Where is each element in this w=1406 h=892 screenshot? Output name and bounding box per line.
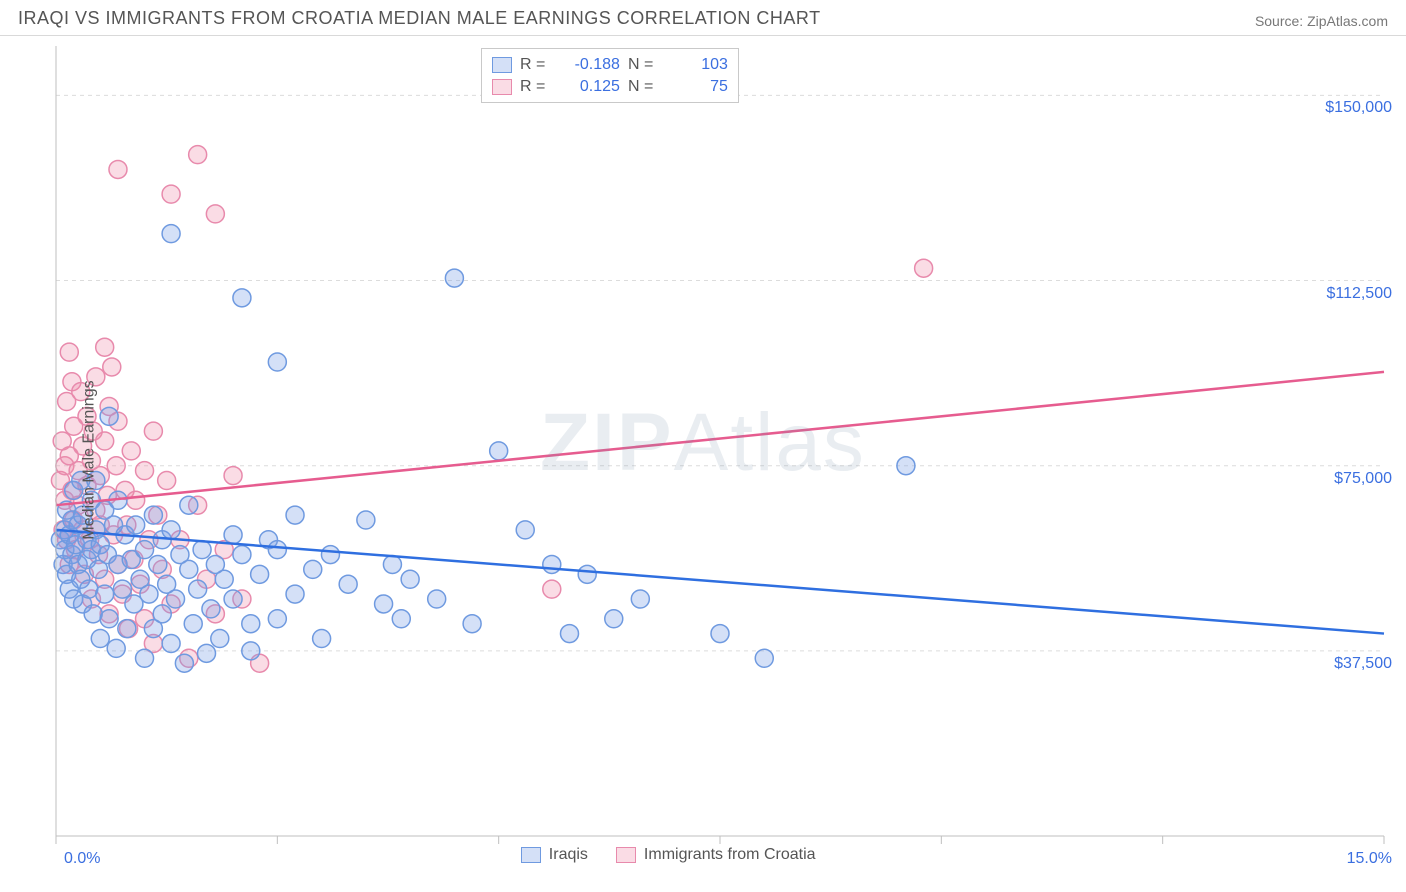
- source-value: ZipAtlas.com: [1307, 13, 1388, 29]
- chart-header: IRAQI VS IMMIGRANTS FROM CROATIA MEDIAN …: [0, 0, 1406, 36]
- stat-label: N =: [628, 54, 662, 76]
- stats-legend-row: R = -0.188 N = 103: [492, 54, 728, 76]
- stat-value: 0.125: [562, 76, 620, 98]
- stats-legend-row: R = 0.125 N = 75: [492, 76, 728, 98]
- stat-value: 75: [670, 76, 728, 98]
- series-legend: Iraqis Immigrants from Croatia: [521, 846, 816, 864]
- y-tick-label: $112,500: [1326, 285, 1392, 303]
- legend-label: Iraqis: [549, 846, 588, 864]
- source-attribution: Source: ZipAtlas.com: [1255, 13, 1388, 29]
- chart-title: IRAQI VS IMMIGRANTS FROM CROATIA MEDIAN …: [18, 8, 821, 29]
- scatter-plot-svg: [0, 36, 1406, 884]
- stats-legend: R = -0.188 N = 103 R = 0.125 N = 75: [481, 48, 739, 103]
- legend-label: Immigrants from Croatia: [644, 846, 816, 864]
- y-axis-label: Median Male Earnings: [81, 380, 99, 539]
- stat-label: R =: [520, 54, 554, 76]
- y-tick-label: $37,500: [1334, 655, 1392, 673]
- legend-swatch: [616, 847, 636, 863]
- stat-value: 103: [670, 54, 728, 76]
- stat-label: N =: [628, 76, 662, 98]
- source-label: Source:: [1255, 13, 1307, 29]
- y-tick-label: $75,000: [1334, 470, 1392, 488]
- legend-swatch: [492, 57, 512, 73]
- legend-item: Iraqis: [521, 846, 588, 864]
- legend-swatch: [521, 847, 541, 863]
- y-tick-label: $150,000: [1325, 99, 1392, 117]
- legend-item: Immigrants from Croatia: [616, 846, 816, 864]
- chart-area: Median Male Earnings ZIPAtlas $37,500$75…: [0, 36, 1406, 884]
- x-min-label: 0.0%: [64, 850, 100, 868]
- stat-value: -0.188: [562, 54, 620, 76]
- legend-swatch: [492, 79, 512, 95]
- x-max-label: 15.0%: [1347, 850, 1392, 868]
- stat-label: R =: [520, 76, 554, 98]
